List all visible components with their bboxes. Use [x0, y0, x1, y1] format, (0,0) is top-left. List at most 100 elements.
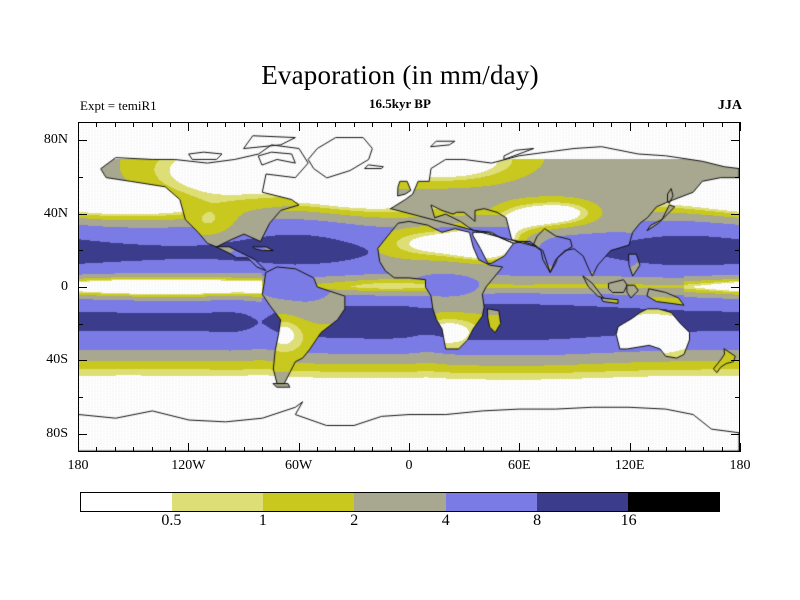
- ytick-right: [731, 140, 740, 141]
- ytick-left: [78, 214, 87, 215]
- xtick-top: [722, 122, 723, 127]
- xtick-minor: [78, 443, 79, 452]
- xtick-minor: [207, 447, 208, 452]
- xtick-minor: [299, 443, 300, 452]
- colorbar-band-3: [354, 493, 446, 511]
- xtick-minor: [464, 447, 465, 452]
- ytick-right: [735, 250, 740, 251]
- ytick-label-40S: 40S: [46, 352, 68, 368]
- xtick-top: [666, 122, 667, 127]
- xtick-minor: [593, 447, 594, 452]
- ytick-left: [78, 360, 87, 361]
- chart-subtitle: 16.5kyr BP: [369, 96, 431, 111]
- xtick-top: [593, 122, 594, 127]
- colorbar-band-5: [536, 493, 628, 511]
- colorbar-band-4: [445, 493, 537, 511]
- xtick-minor: [335, 447, 336, 452]
- xtick-minor: [317, 447, 318, 452]
- xtick-minor: [372, 447, 373, 452]
- xtick-top: [96, 122, 97, 127]
- xtick-minor: [133, 447, 134, 452]
- colorbar: [80, 492, 720, 512]
- ytick-right: [735, 397, 740, 398]
- experiment-label: Expt = temiR1: [80, 98, 157, 113]
- xtick-minor: [96, 447, 97, 452]
- xtick-top: [317, 122, 318, 127]
- xtick-top: [648, 122, 649, 127]
- xtick-label-0: 0: [405, 458, 413, 473]
- xtick-minor: [483, 447, 484, 452]
- xtick-minor: [427, 447, 428, 452]
- xtick-top: [152, 122, 153, 127]
- xtick-minor: [409, 443, 410, 452]
- colorbar-tick-0.5: 0.5: [161, 512, 182, 529]
- xtick-top: [299, 122, 300, 131]
- xtick-top: [354, 122, 355, 127]
- xtick-top: [225, 122, 226, 127]
- xtick-minor: [538, 447, 539, 452]
- xtick-minor: [225, 447, 226, 452]
- xtick-top: [115, 122, 116, 127]
- xtick-label-60E: 60E: [508, 458, 531, 473]
- xtick-label-120E: 120E: [614, 458, 645, 473]
- colorbar-band-1: [172, 493, 264, 511]
- xtick-top: [519, 122, 520, 131]
- xtick-minor: [556, 447, 557, 452]
- colorbar-tick-2: 2: [350, 512, 359, 529]
- xtick-top: [78, 122, 79, 131]
- xtick-top: [685, 122, 686, 127]
- xtick-minor: [152, 447, 153, 452]
- ytick-left: [78, 324, 83, 325]
- xtick-top: [483, 122, 484, 127]
- xtick-minor: [575, 447, 576, 452]
- xtick-label-180: 180: [729, 458, 751, 473]
- colorbar-band-2: [263, 493, 355, 511]
- ytick-label-0: 0: [61, 279, 68, 294]
- xtick-top: [446, 122, 447, 127]
- xtick-top: [244, 122, 245, 127]
- xtick-top: [133, 122, 134, 127]
- ytick-right: [731, 434, 740, 435]
- colorbar-tick-1: 1: [258, 512, 267, 529]
- ytick-label-40N: 40N: [43, 205, 68, 221]
- xtick-top: [575, 122, 576, 127]
- xtick-top: [207, 122, 208, 127]
- ytick-right: [731, 214, 740, 215]
- xtick-top: [391, 122, 392, 127]
- xtick-minor: [170, 447, 171, 452]
- xtick-label-180: 180: [67, 458, 89, 473]
- xtick-top: [262, 122, 263, 127]
- ytick-label-80S: 80S: [46, 425, 68, 441]
- xtick-top: [427, 122, 428, 127]
- xtick-top: [464, 122, 465, 127]
- colorbar-tick-16: 16: [620, 512, 637, 529]
- colorbar-tick-4: 4: [441, 512, 450, 529]
- xtick-top: [372, 122, 373, 127]
- chart-title: Evaporation (in mm/day): [261, 60, 539, 90]
- xtick-minor: [648, 447, 649, 452]
- xtick-minor: [519, 443, 520, 452]
- xtick-minor: [262, 447, 263, 452]
- season-label: JJA: [717, 98, 742, 113]
- ytick-left: [78, 434, 87, 435]
- xtick-label-120W: 120W: [171, 458, 206, 473]
- xtick-top: [170, 122, 171, 127]
- xtick-label-60W: 60W: [285, 458, 313, 473]
- xtick-minor: [244, 447, 245, 452]
- colorbar-band-0: [81, 493, 173, 511]
- xtick-minor: [666, 447, 667, 452]
- xtick-minor: [391, 447, 392, 452]
- xtick-minor: [354, 447, 355, 452]
- xtick-minor: [685, 447, 686, 452]
- xtick-top: [538, 122, 539, 127]
- xtick-top: [501, 122, 502, 127]
- ytick-left: [78, 250, 83, 251]
- ytick-left: [78, 140, 87, 141]
- xtick-top: [703, 122, 704, 127]
- evaporation-heatmap: [79, 123, 739, 451]
- ytick-left: [78, 177, 83, 178]
- xtick-minor: [188, 443, 189, 452]
- ytick-right: [731, 287, 740, 288]
- ytick-left: [78, 397, 83, 398]
